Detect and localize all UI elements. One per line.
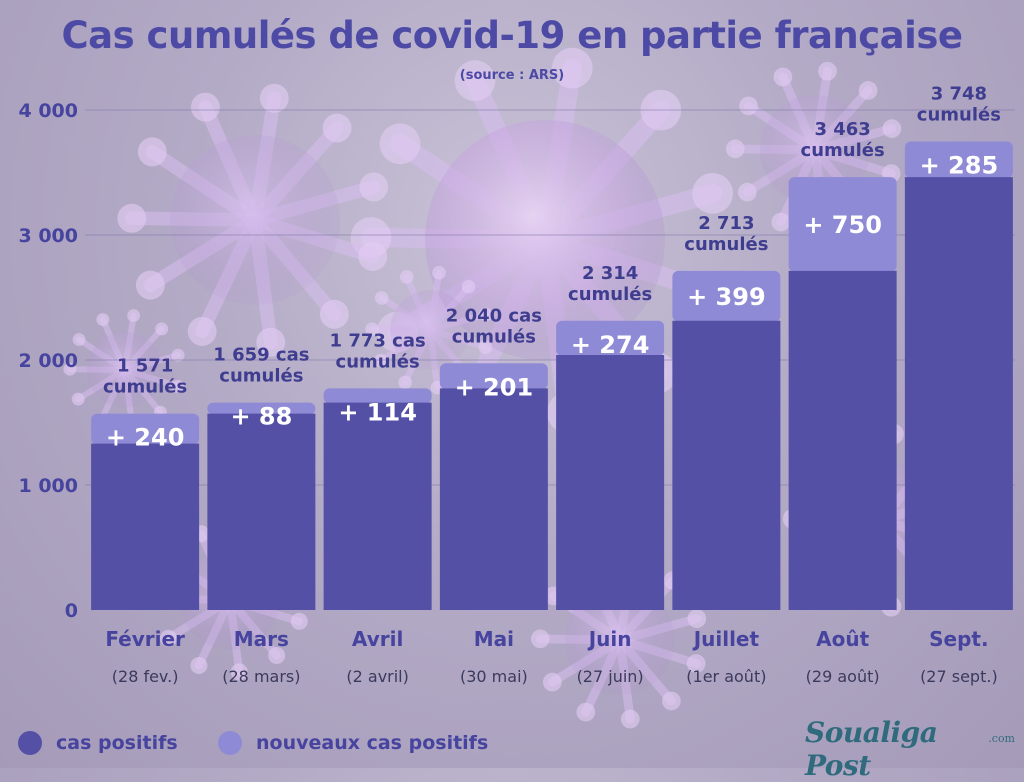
bar-new-cases — [904, 141, 1013, 179]
x-date-label: (27 sept.) — [920, 667, 998, 686]
bar-positive-cases — [904, 177, 1013, 610]
bar-value-label: + 399 — [687, 283, 766, 311]
bar-positive-cases — [207, 413, 316, 610]
bar-total-label: cumulés — [103, 377, 187, 398]
chart-subtitle: (source : ARS) — [459, 68, 565, 83]
x-date-label: (1er août) — [686, 667, 766, 686]
bar-new-cases — [91, 413, 200, 445]
bar-total-label: cumulés — [917, 105, 1001, 126]
virus-shape — [117, 83, 389, 357]
y-tick-label: 4 000 — [19, 100, 79, 122]
bar-total-label: 2 040 cas — [446, 305, 542, 326]
bar-total-label: cumulés — [452, 326, 536, 347]
x-date-label: (28 mars) — [222, 667, 300, 686]
legend-swatch — [218, 731, 242, 755]
legend-label: cas positifs — [56, 732, 178, 754]
bar-new-cases — [207, 402, 316, 415]
bar-value-label: + 285 — [920, 152, 999, 180]
bar-total-label: cumulés — [568, 284, 652, 305]
bar-positive-cases — [556, 355, 665, 610]
bar-total-label: 3 748 — [931, 84, 987, 105]
bar-total-label: 2 713 — [698, 213, 754, 234]
bar-new-cases — [323, 388, 432, 404]
bar-value-label: + 88 — [230, 403, 292, 431]
bar-total-label: cumulés — [684, 234, 768, 255]
virus-shape — [530, 551, 707, 729]
x-tick-label: Mai — [474, 627, 514, 651]
bar-total-label: cumulés — [219, 366, 303, 387]
bar-positive-cases — [788, 270, 897, 610]
bar-positive-cases — [672, 320, 781, 610]
bar-value-label: + 240 — [106, 424, 185, 452]
x-tick-label: Sept. — [929, 627, 988, 651]
bar-positive-cases — [91, 443, 200, 610]
x-tick-label: Juin — [587, 627, 632, 651]
bar-total-label: 1 773 cas — [330, 330, 426, 351]
bar-total-label: 3 463 — [814, 119, 870, 140]
x-date-label: (2 avril) — [346, 667, 409, 686]
y-tick-label: 2 000 — [19, 350, 79, 372]
bar-new-cases — [439, 363, 548, 390]
y-tick-label: 3 000 — [19, 225, 79, 247]
bar-total-label: cumulés — [336, 351, 420, 372]
bar-positive-cases — [439, 388, 548, 610]
bar-new-cases — [788, 177, 897, 272]
bar-positive-cases — [323, 402, 432, 610]
x-date-label: (29 août) — [806, 667, 880, 686]
y-tick-label: 0 — [65, 600, 78, 622]
x-tick-label: Avril — [352, 627, 403, 651]
chart-title: Cas cumulés de covid-19 en partie frança… — [61, 14, 963, 57]
brand-logo: Soualiga Post .com — [805, 716, 1015, 782]
virus-shape — [365, 265, 493, 395]
brand-name: Soualiga Post — [805, 716, 938, 782]
legend-swatch — [18, 731, 42, 755]
bar-value-label: + 274 — [571, 331, 650, 359]
bar-total-label: 2 314 — [582, 263, 638, 284]
bar-total-label: cumulés — [801, 140, 885, 161]
bar-new-cases — [556, 320, 665, 356]
x-tick-label: Février — [105, 627, 185, 651]
bar-value-label: + 114 — [338, 398, 417, 426]
legend-item-nouveaux-cas: nouveaux cas positifs — [218, 728, 488, 758]
x-date-label: (28 fev.) — [112, 667, 179, 686]
bar-new-cases — [672, 270, 781, 322]
brand-domain: .com — [988, 732, 1015, 745]
y-tick-label: 1 000 — [19, 475, 79, 497]
bar-value-label: + 750 — [803, 211, 882, 239]
x-date-label: (27 juin) — [577, 667, 644, 686]
x-date-label: (30 mai) — [460, 667, 528, 686]
x-tick-label: Août — [816, 627, 869, 651]
bar-total-label: 1 571 — [117, 356, 173, 377]
x-tick-label: Juillet — [692, 627, 760, 651]
bar-total-label: 1 659 cas — [213, 345, 309, 366]
x-tick-label: Mars — [234, 627, 289, 651]
legend-item-cas-positifs: cas positifs — [18, 728, 178, 758]
bar-value-label: + 201 — [455, 373, 534, 401]
legend-label: nouveaux cas positifs — [256, 732, 489, 754]
